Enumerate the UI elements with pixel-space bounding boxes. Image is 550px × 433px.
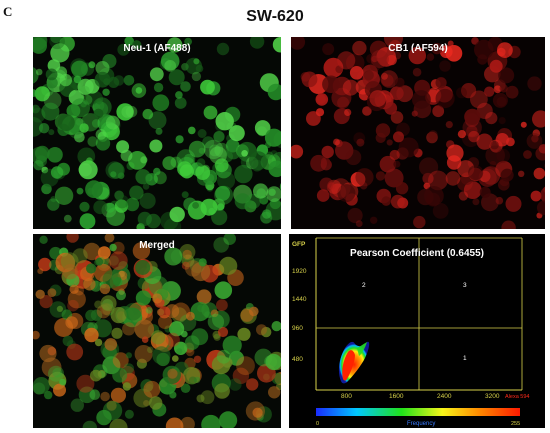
neu1-image (33, 37, 281, 229)
frequency-colorbar (316, 408, 520, 416)
colorbar-max-label: 255 (511, 421, 520, 427)
colorbar-label: Frequency (407, 421, 435, 427)
colocalization-scatter-panel: GFP 1920 1440 960 480 800 1600 2400 3200… (289, 234, 545, 428)
merged-image (33, 234, 281, 428)
scatter-plot: GFP 1920 1440 960 480 800 1600 2400 3200… (292, 237, 529, 427)
colorbar-min-label: 0 (316, 421, 319, 427)
quadrant-label-3: 3 (463, 282, 467, 289)
merged-label: Merged (139, 240, 175, 251)
figure-title: SW-620 (246, 8, 304, 25)
cb1-micrograph: CB1 (AF594) (291, 37, 545, 229)
y-tick-labels: GFP 1920 1440 960 480 (292, 241, 307, 363)
cb1-image (291, 37, 545, 229)
panel-letter: C (3, 4, 13, 19)
y-tick-480: 480 (292, 356, 303, 363)
neu1-label: Neu-1 (AF488) (123, 43, 191, 54)
y-tick-1920: 1920 (292, 268, 307, 275)
x-tick-3200: 3200 (485, 393, 500, 400)
x-tick-800: 800 (341, 393, 352, 400)
x-tick-labels: 800 1600 2400 3200 (341, 393, 500, 400)
y-tick-960: 960 (292, 325, 303, 332)
quadrant-label-1: 1 (463, 355, 467, 362)
merged-micrograph: Merged (33, 234, 281, 428)
cb1-label: CB1 (AF594) (388, 43, 448, 54)
neu1-micrograph: Neu-1 (AF488) (33, 37, 281, 229)
x-axis-label: Alexa 594 (505, 394, 529, 400)
density-cloud (338, 341, 370, 384)
quadrant-label-2: 2 (362, 282, 366, 289)
x-tick-2400: 2400 (437, 393, 452, 400)
x-tick-1600: 1600 (389, 393, 404, 400)
y-axis-label: GFP (292, 241, 306, 248)
pearson-coefficient-label: Pearson Coefficient (0.6455) (350, 248, 484, 259)
y-tick-1440: 1440 (292, 296, 307, 303)
